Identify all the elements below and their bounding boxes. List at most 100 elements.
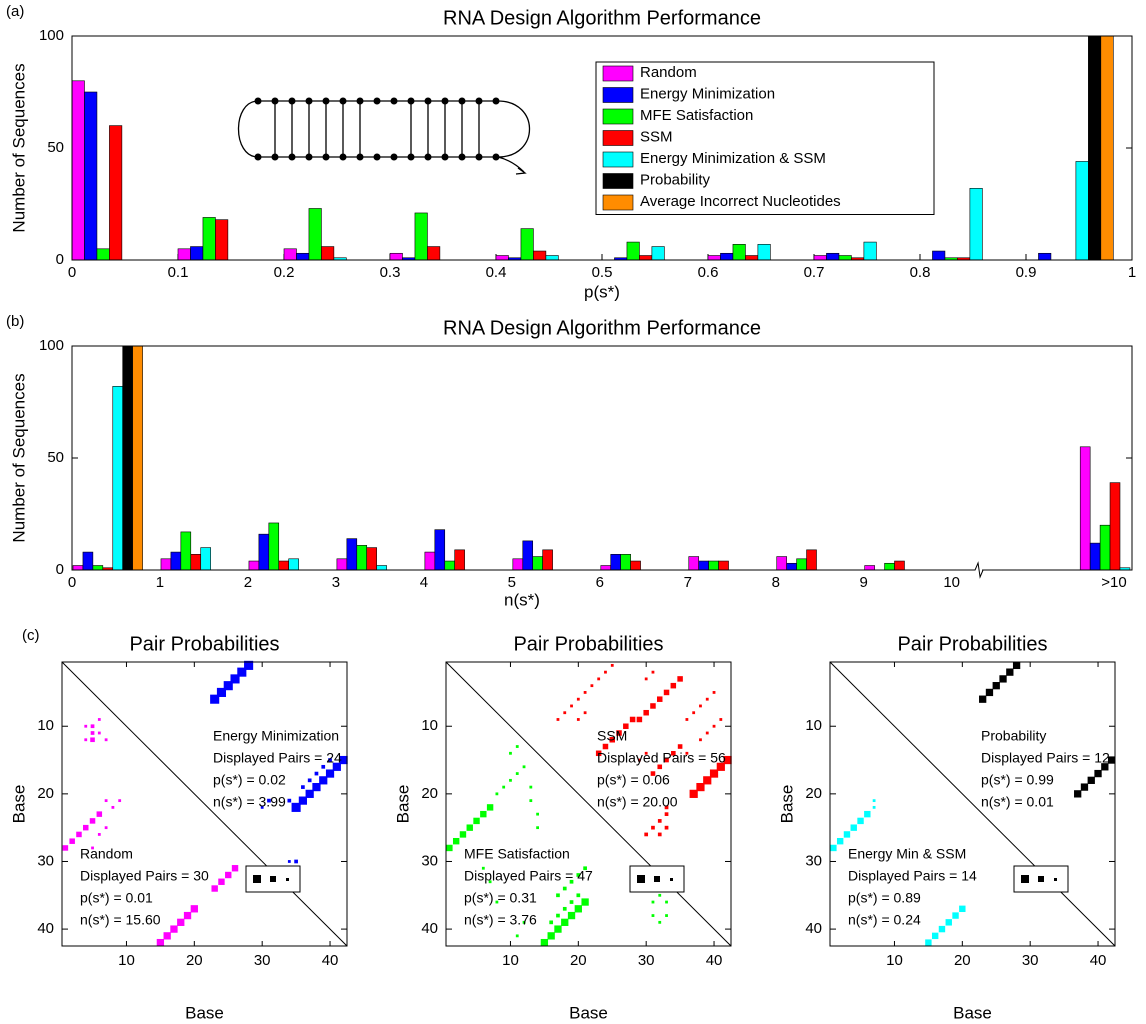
x-tick-label: 7 xyxy=(684,574,692,591)
pair-point xyxy=(658,833,662,837)
pair-point xyxy=(939,926,945,932)
pair-point xyxy=(652,671,655,674)
x-tick-label: 0.4 xyxy=(486,264,507,281)
y-tick-label: 40 xyxy=(421,920,438,937)
y-tick-label: 0 xyxy=(56,561,64,578)
bar xyxy=(425,552,435,570)
pair-point xyxy=(177,919,184,926)
x-tick-label: 8 xyxy=(772,574,780,591)
pair-point xyxy=(111,806,114,809)
pair-point xyxy=(946,919,952,925)
bar xyxy=(269,523,279,570)
annotation: Displayed Pairs = 24 xyxy=(213,750,342,766)
y-tick-label: 40 xyxy=(805,920,822,937)
pair-point xyxy=(857,818,863,824)
pair-point xyxy=(90,818,96,824)
pair-point xyxy=(652,914,655,917)
pair-point xyxy=(191,905,198,912)
annotation: Random xyxy=(80,846,133,862)
pair-point xyxy=(604,671,607,674)
bar xyxy=(321,247,333,260)
y-axis-label: Base xyxy=(9,785,28,824)
pair-point xyxy=(97,811,103,817)
legend-swatch xyxy=(603,109,633,124)
bar xyxy=(259,534,269,570)
pair-point xyxy=(959,906,965,912)
pair-point xyxy=(671,683,677,689)
bar xyxy=(190,247,202,260)
pair-point xyxy=(473,818,479,824)
pair-point xyxy=(460,831,466,837)
pair-point xyxy=(999,675,1006,682)
y-tick-label: 20 xyxy=(421,785,438,802)
pair-point xyxy=(554,925,561,932)
legend-label: Energy Minimization & SSM xyxy=(640,150,826,167)
pair-point xyxy=(105,738,108,741)
pair-point xyxy=(502,786,505,789)
pair-point xyxy=(294,860,298,864)
plot-frame xyxy=(72,346,1132,570)
pair-point xyxy=(164,932,171,939)
bar xyxy=(513,559,523,570)
y-tick-label: 10 xyxy=(805,717,822,734)
bar xyxy=(201,548,211,570)
pair-point xyxy=(581,898,588,905)
pair-point xyxy=(576,893,580,897)
pair-point xyxy=(658,894,661,897)
bar xyxy=(885,563,895,570)
pair-point xyxy=(645,678,648,681)
pair-point xyxy=(637,717,643,723)
bar xyxy=(161,559,171,570)
bar xyxy=(758,244,770,260)
pair-point xyxy=(652,901,655,904)
pair-point xyxy=(556,893,560,897)
bar xyxy=(1088,36,1100,260)
bar xyxy=(1101,36,1113,260)
pair-point xyxy=(1074,790,1081,797)
x-tick-label: 4 xyxy=(420,574,428,591)
pair-point xyxy=(1081,783,1088,790)
pair-point xyxy=(873,799,876,802)
chart-title: RNA Design Algorithm Performance xyxy=(443,7,761,29)
pair-point xyxy=(658,819,662,823)
annotation: n(s*) = 0.24 xyxy=(848,912,921,928)
pair-point xyxy=(665,812,669,816)
pair-point xyxy=(287,799,291,803)
y-tick-label: 10 xyxy=(37,717,54,734)
x-tick-label: >10 xyxy=(1101,574,1126,591)
bar xyxy=(611,554,621,570)
pair-point xyxy=(480,811,486,817)
bar xyxy=(699,561,709,570)
bar xyxy=(249,561,259,570)
bar xyxy=(203,217,215,260)
pair-point xyxy=(446,845,452,851)
annotation: Displayed Pairs = 30 xyxy=(80,868,209,884)
x-tick-label: 3 xyxy=(332,574,340,591)
x-tick-label: 5 xyxy=(508,574,516,591)
bar xyxy=(296,253,308,260)
pair-point xyxy=(225,872,231,878)
annotation: Energy Minimization xyxy=(213,728,339,744)
x-tick-label: 1 xyxy=(156,574,164,591)
y-tick-label: 100 xyxy=(39,337,64,354)
bar xyxy=(1110,483,1120,570)
y-axis-label: Base xyxy=(777,785,796,824)
pair-point xyxy=(563,907,567,911)
pair-point xyxy=(98,718,101,721)
bar xyxy=(546,256,558,260)
bar xyxy=(181,532,191,570)
pair-point xyxy=(844,831,850,837)
bar xyxy=(708,256,720,260)
y-tick-label: 20 xyxy=(37,785,54,802)
annotation: n(s*) = 3.76 xyxy=(464,912,537,928)
annotation: n(s*) = 15.60 xyxy=(80,912,161,928)
y-tick-label: 0 xyxy=(56,251,64,268)
x-tick-label: 1 xyxy=(1128,264,1136,281)
pair-point xyxy=(232,865,238,871)
legend-swatch xyxy=(603,66,633,81)
pair-point xyxy=(692,711,695,714)
bar xyxy=(133,346,143,570)
x-tick-label: 0 xyxy=(68,264,76,281)
bar xyxy=(215,220,227,260)
pair-point xyxy=(536,813,539,816)
